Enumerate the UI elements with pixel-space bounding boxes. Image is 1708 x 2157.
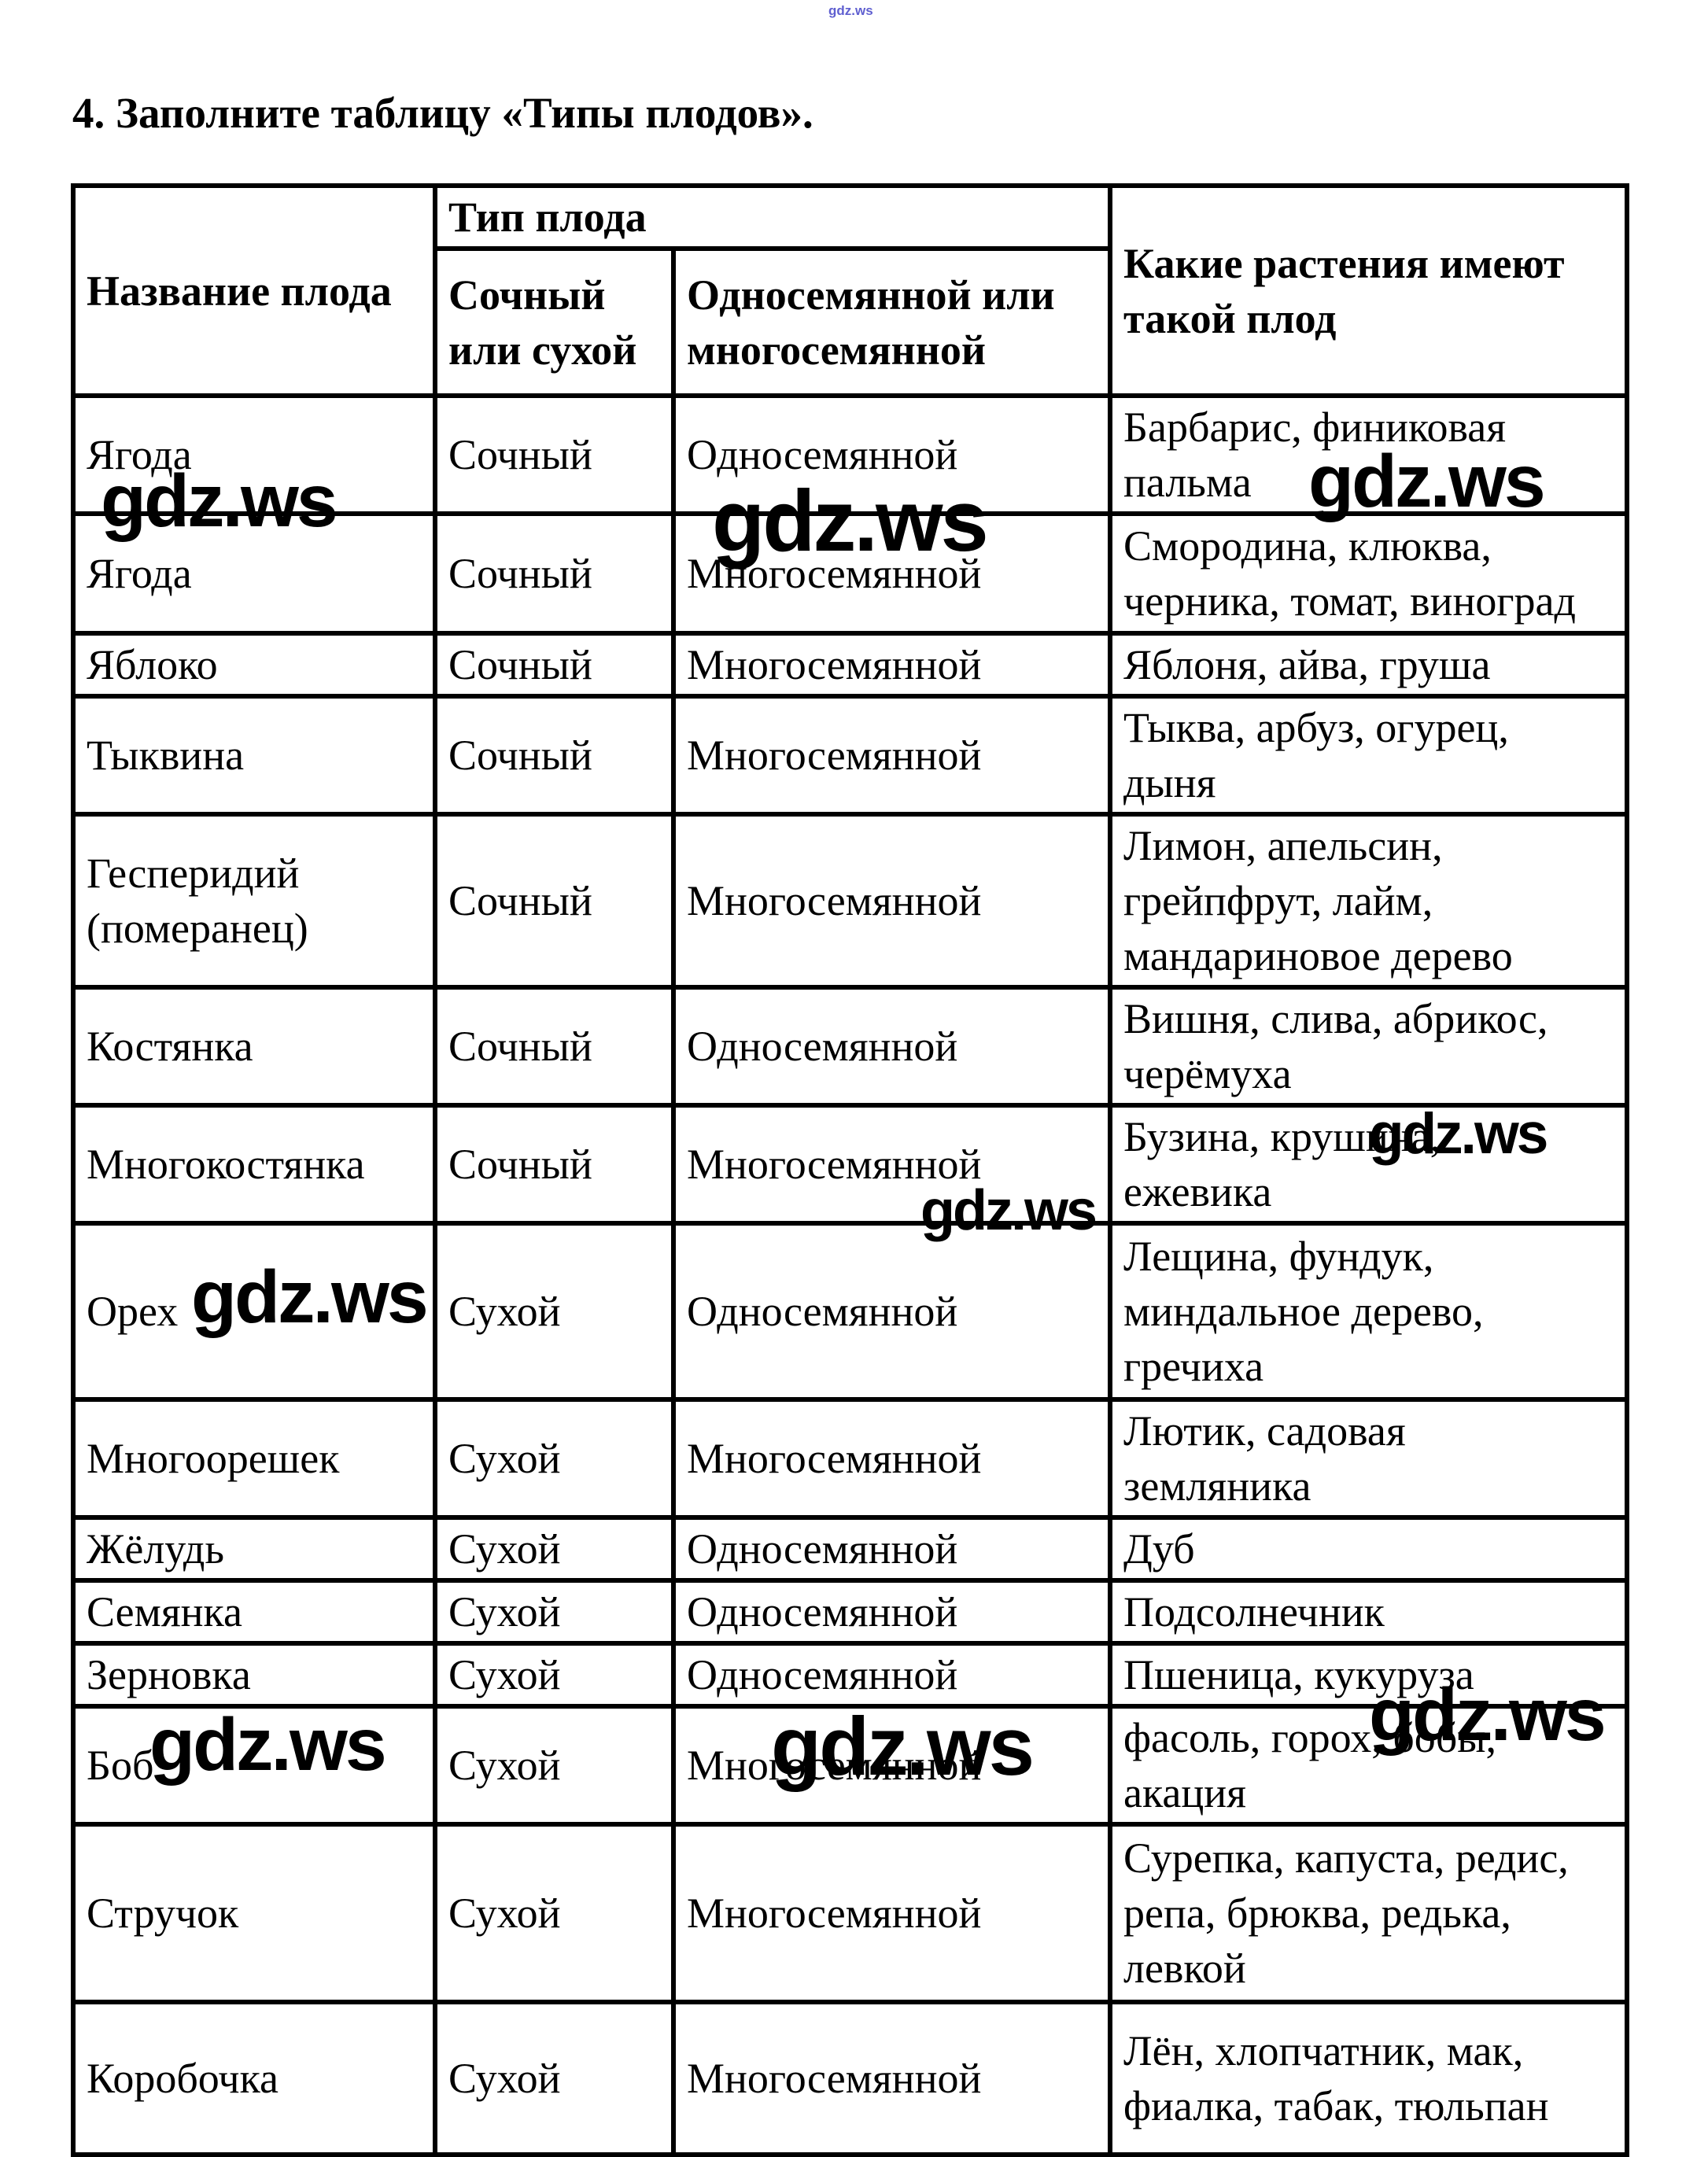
cell-juicy: Сухой bbox=[433, 2000, 676, 2157]
cell-plants: фасоль, горох, бобы, акация bbox=[1108, 1704, 1630, 1827]
cell-seed: Многосемянной bbox=[670, 1822, 1113, 2004]
watermark-mid-right: gdz.ws bbox=[1369, 1102, 1548, 1166]
cell-seed: Односемянной bbox=[670, 393, 1113, 516]
cell-plants: Лимон, апельсин, грейпфрут, лайм, мандар… bbox=[1108, 812, 1630, 990]
cell-name: Яблоко bbox=[71, 631, 437, 699]
table-row: Зерновка Сухой Односемянной Пшеница, кукуру… bbox=[71, 1641, 1630, 1709]
cell-name: Многокостянка bbox=[71, 1103, 437, 1226]
page-title: 4. Заполните таблицу «Типы плодов». bbox=[72, 89, 813, 137]
table-row: Ягода Сочный Односемянной Барбарис, фиников… bbox=[71, 393, 1630, 516]
table-row: Коробочка Сухой Многосемянной Лён, хлопчатн… bbox=[71, 2000, 1630, 2157]
cell-plants: Вишня, слива, абрикос, черёмуха bbox=[1108, 985, 1630, 1108]
watermark-bottom-right: gdz.ws bbox=[1369, 1673, 1607, 1757]
header-juicy-or-dry: Сочный или сухой bbox=[433, 246, 676, 398]
header-plants: Какие растения имеют такой плод bbox=[1108, 183, 1630, 398]
watermark-row1-left: gdz.ws bbox=[101, 459, 338, 543]
cell-juicy: Сочный bbox=[433, 812, 676, 990]
cell-juicy: Сочный bbox=[433, 985, 676, 1108]
cell-seed: Многосемянной bbox=[670, 812, 1113, 990]
cell-juicy: Сочный bbox=[433, 511, 676, 636]
cell-juicy: Сухой bbox=[433, 1221, 676, 1402]
cell-juicy: Сухой bbox=[433, 1515, 676, 1583]
cell-plants: Тыква, арбуз, огурец, дыня bbox=[1108, 694, 1630, 817]
cell-seed: Многосемянной bbox=[670, 2000, 1113, 2157]
cell-seed: Многосемянной bbox=[670, 631, 1113, 699]
table-row: Семянка Сухой Односемянной Подсолнечник bbox=[71, 1578, 1630, 1646]
cell-juicy: Сухой bbox=[433, 1822, 676, 2004]
site-watermark-top: gdz.ws bbox=[828, 3, 873, 18]
table-row: Боб Сухой Многосемянной фасоль, горох, бобы… bbox=[71, 1704, 1630, 1827]
cell-name: Гесперидий (померанец) bbox=[71, 812, 437, 990]
cell-plants: Пшеница, кукуруза bbox=[1108, 1641, 1630, 1709]
cell-seed: Многосемянной bbox=[670, 1103, 1113, 1226]
cell-name: Коробочка bbox=[71, 2000, 437, 2157]
table-header: Название плода Тип плода Какие растения … bbox=[71, 183, 1630, 398]
cell-plants: Подсолнечник bbox=[1108, 1578, 1630, 1646]
header-seed-count: Односемянной или многосемянной bbox=[670, 246, 1113, 398]
table-row: Многоорешек Сухой Многосемянной Лютик, садо… bbox=[71, 1397, 1630, 1520]
cell-seed: Многосемянной bbox=[670, 511, 1113, 636]
watermark-mid-left: gdz.ws bbox=[191, 1255, 429, 1339]
cell-name: Ягода bbox=[71, 511, 437, 636]
table-row: Гесперидий (померанец) Сочный Многосемянно… bbox=[71, 812, 1630, 990]
cell-seed: Односемянной bbox=[670, 985, 1113, 1108]
cell-seed: Односемянной bbox=[670, 1578, 1113, 1646]
cell-name: Жёлудь bbox=[71, 1515, 437, 1583]
cell-seed: Многосемянной bbox=[670, 694, 1113, 817]
cell-name: Орех bbox=[71, 1221, 437, 1402]
cell-seed: Односемянной bbox=[670, 1641, 1113, 1709]
cell-juicy: Сочный bbox=[433, 1103, 676, 1226]
cell-plants: Дуб bbox=[1108, 1515, 1630, 1583]
fruit-types-table: Название плода Тип плода Какие растения … bbox=[71, 183, 1630, 2157]
table-row: Яблоко Сочный Многосемянной Яблоня, айва, г… bbox=[71, 631, 1630, 699]
watermark-bottom-left: gdz.ws bbox=[149, 1703, 387, 1786]
cell-juicy: Сухой bbox=[433, 1578, 676, 1646]
header-fruit-type-group: Тип плода bbox=[432, 183, 1113, 251]
cell-name: Тыквина bbox=[71, 694, 437, 817]
cell-juicy: Сухой bbox=[433, 1641, 676, 1709]
cell-seed: Многосемянной bbox=[670, 1397, 1113, 1520]
cell-name: Боб bbox=[71, 1704, 437, 1827]
watermark-mid-center: gdz.ws bbox=[920, 1179, 1097, 1242]
cell-plants: Бузина, крушина, ежевика bbox=[1108, 1103, 1630, 1226]
watermark-bottom-center: gdz.ws bbox=[771, 1701, 1035, 1793]
cell-plants: Смородина, клюква, черника, томат, виног… bbox=[1108, 511, 1630, 636]
cell-plants: Лютик, садовая земляника bbox=[1108, 1397, 1630, 1520]
cell-plants: Лещина, фундук, миндальное дерево, гречи… bbox=[1108, 1221, 1630, 1402]
cell-juicy: Сухой bbox=[433, 1397, 676, 1520]
cell-plants: Лён, хлопчатник, мак, фиалка, табак, тюл… bbox=[1108, 2000, 1630, 2157]
watermark-row1-right: gdz.ws bbox=[1308, 440, 1546, 523]
cell-seed: Многосемянной bbox=[670, 1704, 1113, 1827]
table-row: Костянка Сочный Односемянной Вишня, слива, … bbox=[71, 985, 1630, 1108]
cell-juicy: Сочный bbox=[433, 694, 676, 817]
fruit-table-body: Ягода Сочный Односемянной Барбарис, фиников… bbox=[71, 393, 1630, 2157]
table-row: Стручок Сухой Многосемянной Сурепка, капуст… bbox=[71, 1822, 1630, 2004]
cell-seed: Односемянной bbox=[670, 1515, 1113, 1583]
cell-juicy: Сухой bbox=[433, 1704, 676, 1827]
cell-name: Костянка bbox=[71, 985, 437, 1108]
cell-plants: Барбарис, финиковая пальма bbox=[1108, 393, 1630, 516]
cell-plants: Яблоня, айва, груша bbox=[1108, 631, 1630, 699]
cell-name: Семянка bbox=[71, 1578, 437, 1646]
cell-name: Стручок bbox=[71, 1822, 437, 2004]
cell-name: Многоорешек bbox=[71, 1397, 437, 1520]
table-row: Тыквина Сочный Многосемянной Тыква, арбуз, … bbox=[71, 694, 1630, 817]
cell-juicy: Сочный bbox=[433, 631, 676, 699]
watermark-row1-center: gdz.ws bbox=[712, 473, 989, 570]
cell-name: Зерновка bbox=[71, 1641, 437, 1709]
cell-juicy: Сочный bbox=[433, 393, 676, 516]
cell-name: Ягода bbox=[71, 393, 437, 516]
table-row: Многокостянка Сочный Многосемянной Бузина, … bbox=[71, 1103, 1630, 1226]
cell-seed: Односемянной bbox=[670, 1221, 1113, 1402]
table-row: Ягода Сочный Многосемянной Смородина, клюкв… bbox=[71, 511, 1630, 636]
table-row: Жёлудь Сухой Односемянной Дуб bbox=[71, 1515, 1630, 1583]
cell-plants: Сурепка, капуста, редис, репа, брюква, р… bbox=[1108, 1822, 1630, 2004]
header-fruit-name: Название плода bbox=[71, 183, 437, 398]
table-row: Орех Сухой Односемянной Лещина, фундук, мин… bbox=[71, 1221, 1630, 1402]
